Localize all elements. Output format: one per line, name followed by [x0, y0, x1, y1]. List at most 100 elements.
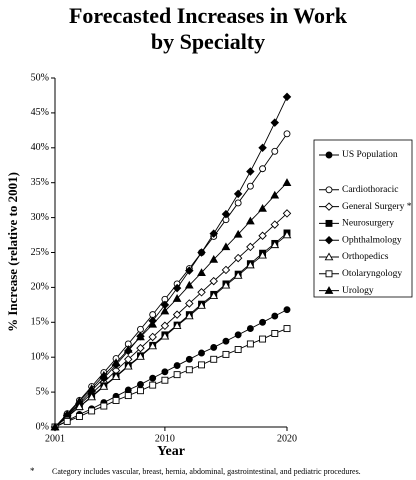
legend-label: Cardiothoracic [342, 185, 398, 195]
marker [222, 350, 230, 358]
marker [283, 325, 291, 333]
marker [221, 242, 231, 251]
marker [148, 332, 157, 342]
marker [62, 409, 72, 418]
y-axis-label: % Increase (relative to 2001) [5, 172, 20, 332]
marker [99, 381, 109, 390]
x-axis-label: Year [157, 444, 185, 459]
marker [209, 254, 219, 263]
marker [111, 372, 121, 380]
x-tick-label: 2010 [155, 433, 175, 444]
marker [270, 190, 280, 199]
marker [283, 306, 291, 314]
marker [75, 413, 83, 420]
marker [283, 130, 291, 138]
chart-title: by Specialty [151, 29, 265, 54]
marker [221, 209, 231, 219]
marker [136, 343, 145, 353]
marker [258, 143, 267, 153]
marker [172, 310, 182, 319]
marker [160, 306, 170, 315]
legend-label: US Population [342, 150, 398, 160]
marker [172, 321, 182, 330]
marker [161, 376, 169, 384]
marker [111, 358, 121, 367]
marker [184, 280, 194, 289]
marker [185, 366, 193, 374]
marker [198, 349, 205, 357]
marker [87, 384, 97, 392]
legend-marker [324, 286, 334, 294]
marker [234, 199, 242, 207]
marker [259, 165, 267, 173]
marker [282, 230, 292, 239]
marker [198, 361, 205, 369]
marker [246, 242, 255, 252]
legend-label: General Surgery * [342, 202, 412, 212]
marker [149, 381, 157, 389]
marker [282, 92, 292, 102]
marker [149, 374, 157, 382]
marker [123, 361, 133, 370]
marker [197, 268, 206, 276]
legend-marker [325, 270, 333, 278]
marker [184, 311, 194, 320]
legend-box [313, 139, 413, 298]
marker [221, 265, 231, 275]
y-tick-label: 40% [31, 142, 49, 153]
marker [270, 118, 280, 127]
footnote-mark: * [30, 466, 35, 476]
marker [282, 178, 292, 186]
marker [210, 355, 218, 363]
legend-marker [324, 235, 334, 245]
legend-label: Neurosurgery [342, 219, 394, 229]
marker [185, 266, 194, 275]
marker [100, 402, 108, 410]
x-tick-label: 2001 [45, 433, 65, 444]
legend-label: Orthopedics [342, 252, 389, 262]
y-tick-label: 30% [31, 212, 49, 223]
y-tick-label: 0% [36, 421, 49, 432]
marker [137, 387, 144, 395]
legend-marker [325, 219, 333, 227]
marker [137, 380, 144, 388]
marker [233, 189, 243, 199]
y-tick-label: 45% [31, 107, 49, 118]
marker [75, 402, 84, 411]
legend-label: Urology [342, 286, 374, 296]
marker [222, 337, 230, 345]
marker [123, 345, 133, 353]
marker [112, 397, 120, 404]
y-tick-label: 15% [31, 317, 49, 328]
marker [160, 321, 170, 331]
y-tick-label: 25% [31, 247, 49, 258]
marker [197, 248, 206, 257]
marker [259, 335, 267, 343]
marker [258, 204, 267, 212]
footnote: Category includes vascular, breast, hern… [52, 467, 361, 476]
y-tick-label: 50% [31, 72, 49, 83]
marker [271, 330, 279, 337]
marker [99, 370, 109, 379]
marker [270, 240, 280, 249]
marker [148, 341, 158, 350]
marker [160, 331, 170, 340]
y-tick-label: 10% [31, 351, 49, 362]
marker [197, 301, 206, 309]
legend-marker [325, 151, 333, 159]
marker [63, 417, 71, 425]
marker [259, 318, 267, 326]
marker [246, 325, 254, 333]
marker [245, 260, 255, 269]
marker [234, 346, 242, 353]
marker [124, 386, 132, 394]
marker [270, 220, 280, 229]
marker [209, 229, 218, 238]
marker [50, 422, 60, 431]
marker [161, 368, 169, 376]
marker [234, 331, 242, 339]
marker [172, 294, 182, 302]
marker [137, 325, 144, 333]
